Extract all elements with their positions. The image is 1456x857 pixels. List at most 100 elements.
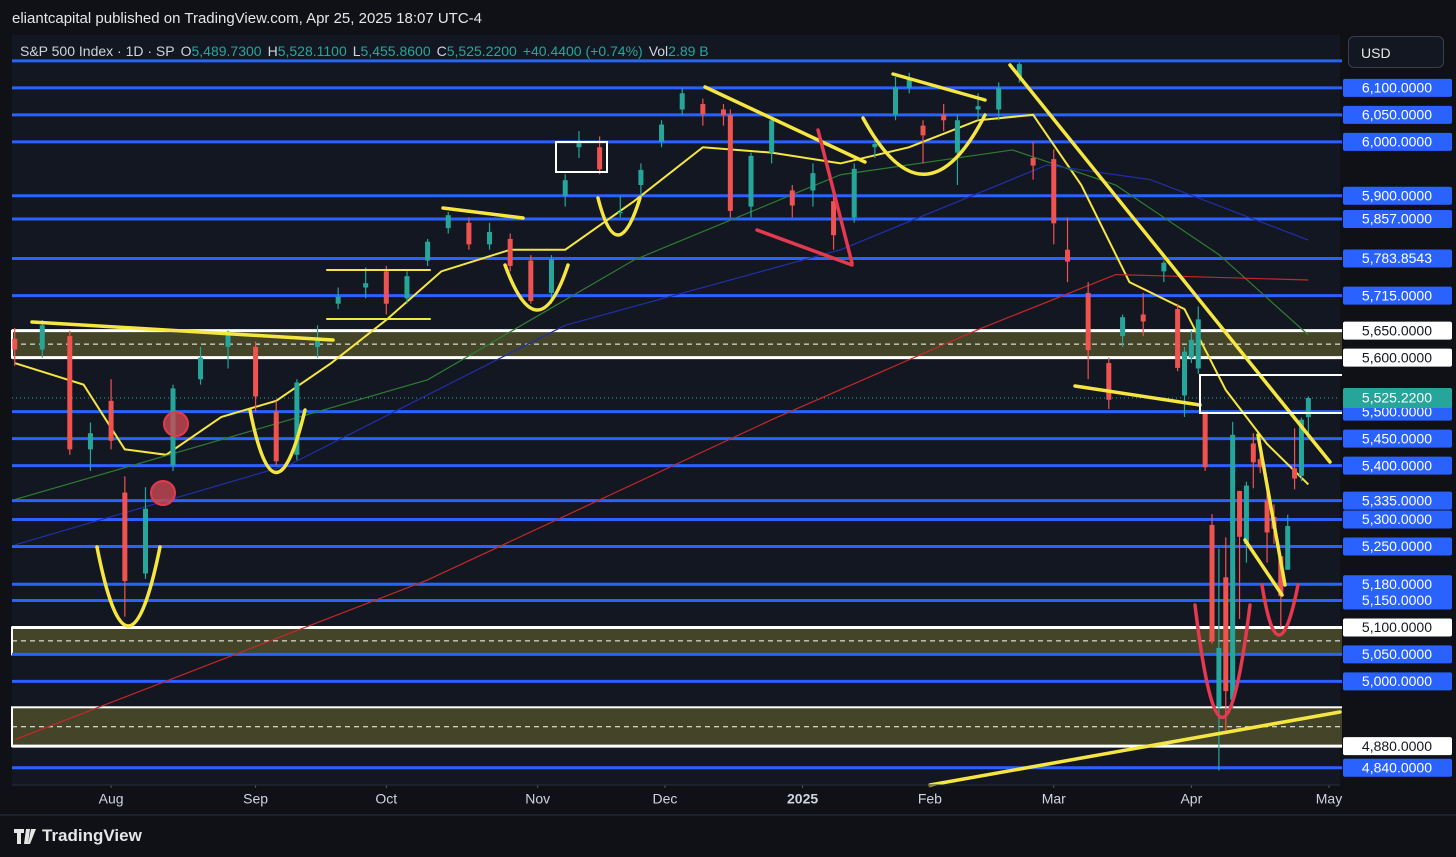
price-label: 6,050.0000 [1362, 107, 1432, 123]
candle-body [659, 124, 665, 142]
price-label: 5,050.0000 [1362, 646, 1432, 662]
price-label-box [1343, 429, 1452, 448]
candle-body [1243, 485, 1249, 544]
candle-body [142, 508, 148, 574]
cup [95, 545, 162, 628]
x-tick-label: May [1316, 791, 1342, 807]
candle-body [225, 331, 231, 347]
candle-body [198, 357, 204, 380]
price-label-box [1343, 575, 1452, 594]
brand-logo [14, 829, 36, 844]
price-label-box [1343, 321, 1452, 340]
publisher: eliantcapital published on TradingView.c… [12, 10, 483, 27]
price-label: 5,450.0000 [1362, 430, 1432, 446]
candle-body [1264, 500, 1270, 533]
price-label: 5,783.8543 [1362, 250, 1432, 266]
candle-body [12, 338, 18, 350]
x-tick-label: Dec [653, 791, 678, 807]
candle-body [1051, 159, 1057, 224]
candle-body [1140, 314, 1146, 322]
candle-body [1216, 647, 1222, 707]
price-label-box [1343, 78, 1452, 97]
price-label: 6,000.0000 [1362, 134, 1432, 150]
x-tick-label: Feb [918, 791, 942, 807]
price-label: 5,250.0000 [1362, 538, 1432, 554]
price-label-box [1343, 456, 1452, 475]
price-label-box [1343, 737, 1452, 756]
price-label: 5,100.0000 [1362, 619, 1432, 635]
price-label-box [1343, 105, 1452, 124]
cup [596, 196, 642, 237]
candle-body [363, 283, 369, 288]
candle-body [975, 106, 981, 110]
moving-average [14, 149, 1309, 501]
candle-body [108, 400, 114, 441]
price-label-box [1343, 186, 1452, 205]
price-label-box [1343, 286, 1452, 305]
x-tick-label: 2025 [787, 791, 818, 807]
price-label: 5,900.0000 [1362, 187, 1432, 203]
candle-body [1305, 398, 1311, 418]
candle-body [87, 433, 93, 450]
candle-body [487, 231, 493, 245]
candle-body [1016, 64, 1022, 78]
cup [248, 408, 307, 475]
price-label: 5,857.0000 [1362, 211, 1432, 227]
price-label-box [1343, 618, 1452, 637]
symbol: S&P 500 Index · 1D · SP [20, 43, 175, 59]
range-box [555, 141, 608, 173]
price-label: 5,650.0000 [1362, 322, 1432, 338]
brand: TradingView [42, 826, 142, 845]
legend-value: 5,525.2200 [446, 43, 517, 59]
candle-body [1106, 363, 1112, 400]
trendline [1243, 538, 1284, 597]
candle-body [1195, 319, 1201, 369]
legend-key: Vol [648, 43, 669, 59]
candle-body [941, 114, 947, 121]
candle-body [315, 339, 321, 347]
candle-body [1250, 443, 1256, 463]
candle-body [920, 125, 926, 136]
candle-body [1065, 249, 1071, 262]
price-label: 5,300.0000 [1362, 511, 1432, 527]
trendline [30, 320, 335, 342]
moving-average [14, 164, 1309, 546]
legend-key: L [352, 43, 361, 59]
candle-body [1188, 339, 1194, 358]
price-label-box [1343, 510, 1452, 529]
candle-body [445, 215, 451, 229]
candle-body [1202, 411, 1208, 468]
legend-value: 5,455.8600 [360, 43, 431, 59]
legend-value: 5,489.7300 [191, 43, 262, 59]
marker [163, 411, 189, 437]
candle-body [1237, 490, 1243, 537]
price-label-box [1343, 209, 1452, 228]
candle-body [892, 87, 898, 115]
x-tick-label: Oct [375, 791, 397, 807]
candle-body [597, 147, 603, 170]
x-tick-label: Aug [99, 791, 124, 807]
candle-body [617, 211, 623, 213]
price-label: 6,100.0000 [1362, 80, 1432, 96]
candle-body [404, 276, 410, 299]
price-label-box [1343, 537, 1452, 556]
candle-body [253, 346, 259, 397]
candle-body [1209, 524, 1215, 642]
candle-body [39, 325, 45, 350]
annotations [30, 63, 1344, 787]
price-label: 4,840.0000 [1362, 759, 1432, 775]
candle-body [679, 93, 685, 110]
trendline [441, 206, 525, 220]
candle-body [1230, 434, 1236, 700]
candle-body [576, 141, 582, 148]
candle-body [748, 155, 754, 207]
candle-body [1085, 292, 1091, 351]
candle-body [1292, 468, 1298, 479]
candle-body [638, 169, 644, 185]
currency-button[interactable]: USD [1348, 36, 1444, 68]
trendline [703, 85, 867, 164]
candle-body [769, 120, 775, 153]
candle-body [851, 168, 857, 218]
